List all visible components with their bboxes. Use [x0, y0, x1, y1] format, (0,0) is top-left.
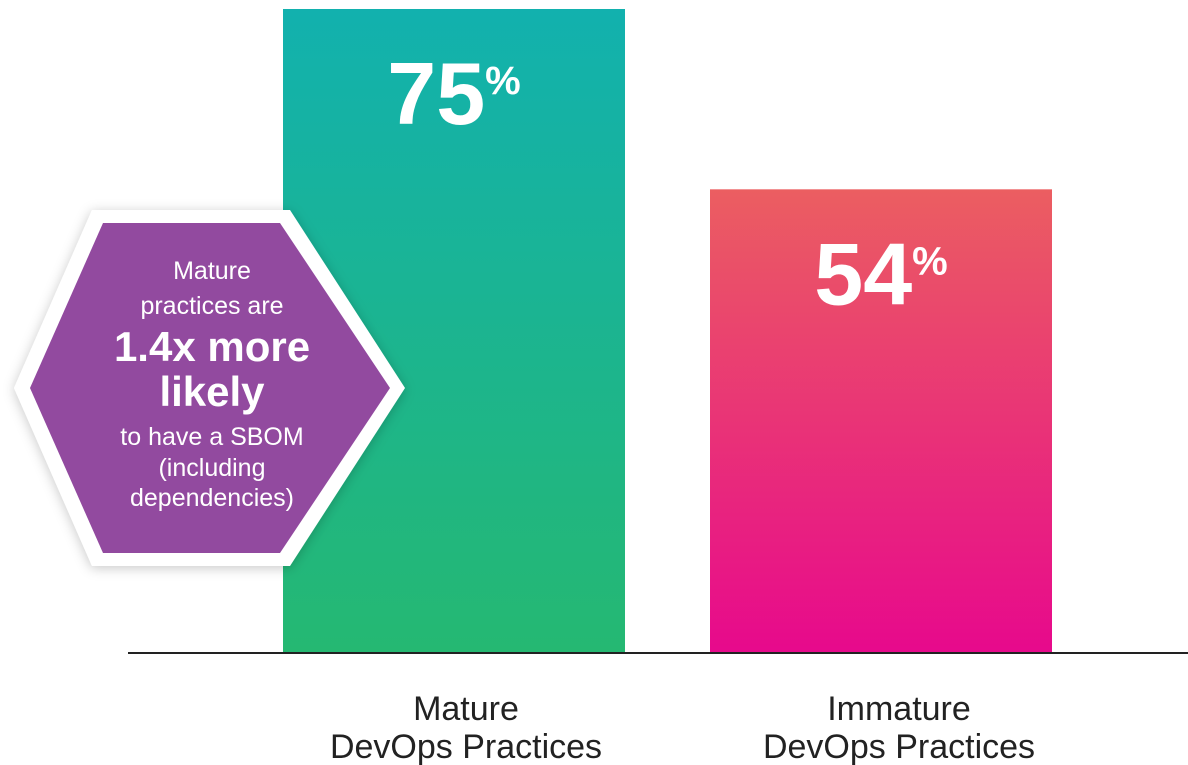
bars-layer: 75% 54%: [283, 9, 1052, 653]
bar-2: [710, 189, 1052, 653]
x-tick-label-1-line-1: Mature: [413, 690, 519, 728]
callout-line-4: likely: [159, 368, 265, 415]
callout-line-2: practices are: [140, 292, 283, 320]
callout-line-7: dependencies): [130, 484, 294, 512]
x-tick-label-2-line-2: DevOps Practices: [763, 728, 1035, 765]
x-tick-label-1-line-2: DevOps Practices: [330, 728, 602, 765]
callout-line-5: to have a SBOM: [120, 423, 303, 451]
callout-line-6: (including: [158, 454, 265, 482]
bar-value-label-2: 54%: [814, 224, 947, 323]
bar-value-label-1: 75%: [387, 44, 520, 143]
x-tick-label-2-line-1: Immature: [827, 690, 971, 728]
callout-badge: Mature practices are 1.4x more likely to…: [14, 210, 405, 566]
callout-line-3: 1.4x more: [114, 323, 310, 370]
callout-line-1: Mature: [173, 257, 251, 285]
callout-hexagon: [30, 223, 390, 553]
